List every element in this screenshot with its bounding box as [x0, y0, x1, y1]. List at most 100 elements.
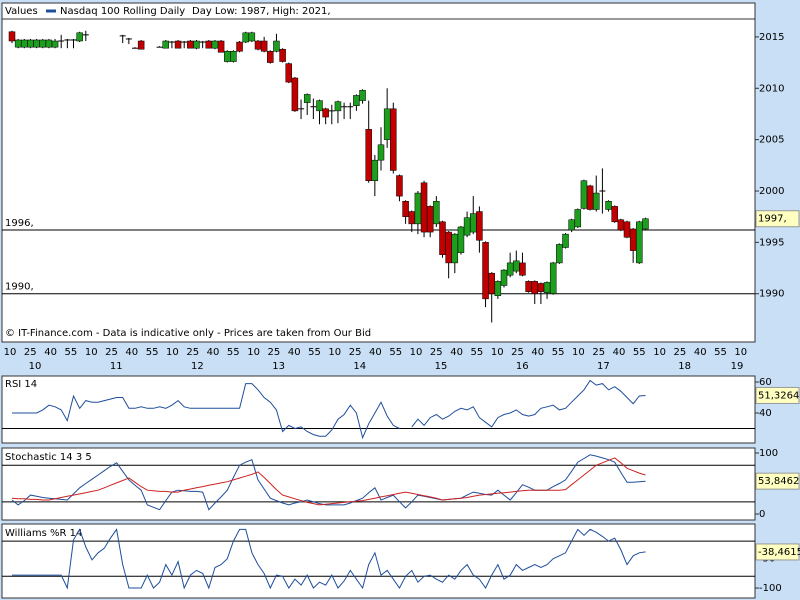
panel-title: RSI 14 — [5, 379, 37, 390]
x-tick-label: 40 — [531, 347, 544, 358]
x-tick-label: 25 — [430, 347, 443, 358]
candle-body — [623, 221, 631, 238]
indicator-line — [411, 379, 646, 428]
candle-body — [617, 219, 625, 231]
x-hour-label: 18 — [678, 361, 691, 372]
candle-body — [273, 40, 280, 52]
x-hour-label: 11 — [110, 361, 123, 372]
candle-body — [568, 219, 575, 231]
x-tick-label: 10 — [491, 347, 504, 358]
x-tick-label: 25 — [592, 347, 605, 358]
last-value-box — [755, 210, 800, 228]
candle-body — [463, 217, 471, 236]
candle-body — [242, 32, 249, 43]
x-tick-label: 25 — [105, 347, 118, 358]
x-tick-label: 55 — [714, 347, 727, 358]
x-hour-label: 10 — [29, 361, 42, 372]
candle-body — [303, 94, 311, 103]
candle-body — [377, 144, 385, 161]
candle-body — [224, 51, 231, 62]
x-tick-label: 40 — [288, 347, 301, 358]
candle-body — [556, 244, 563, 264]
candle-body — [414, 192, 422, 225]
candle-body — [396, 175, 403, 197]
candle-body — [39, 39, 46, 48]
last-value-box — [755, 543, 800, 561]
candle-body — [506, 262, 514, 276]
annotation: © IT-Finance.com - Data is indicative on… — [5, 328, 371, 339]
y-tick-label: 2015 — [759, 32, 784, 43]
candle-body — [353, 95, 360, 106]
y-tick-label: 100 — [759, 448, 778, 459]
candle-body — [285, 63, 292, 83]
y-tick-label: 1990 — [759, 289, 784, 300]
y-tick-label: 0 — [759, 509, 765, 520]
panel-title: Williams %R 14 — [5, 528, 82, 539]
indicator-line — [12, 528, 646, 590]
candle-body — [254, 40, 262, 50]
x-tick-label: 10 — [734, 347, 747, 358]
candle-body — [593, 192, 600, 210]
price-panel — [1, 2, 756, 343]
last-value-label: 1997, — [758, 214, 787, 225]
x-tick-label: 55 — [389, 347, 402, 358]
panel-title: Stochastic 14 3 5 — [5, 452, 92, 463]
candle-body — [187, 40, 194, 49]
x-hour-label: 15 — [435, 361, 448, 372]
x-tick-label: 40 — [613, 347, 626, 358]
candle-body — [45, 39, 53, 48]
candle-body — [371, 159, 379, 181]
candle-body — [390, 108, 397, 171]
last-value-label: -38,4615 — [758, 547, 800, 558]
y-tick-label: 1995 — [759, 237, 784, 248]
rsi-panel — [1, 375, 756, 444]
candle-body — [193, 40, 200, 49]
candle-body — [451, 233, 459, 264]
stochastic-panel — [1, 447, 756, 521]
x-tick-label: 40 — [450, 347, 463, 358]
candle-body — [531, 281, 538, 294]
x-tick-label: 25 — [268, 347, 281, 358]
last-value-box — [755, 472, 800, 490]
candle-body — [549, 262, 557, 294]
candle-body — [482, 242, 489, 300]
y-tick-label: 2005 — [759, 135, 784, 146]
candle-body — [433, 201, 440, 225]
x-tick-label: 10 — [572, 347, 585, 358]
y-tick-label: 2010 — [759, 83, 784, 94]
candle-body — [316, 100, 323, 112]
candle-body — [205, 40, 213, 49]
x-tick-label: 10 — [653, 347, 666, 358]
candle-body — [439, 221, 446, 255]
candle-body — [174, 40, 182, 49]
x-tick-label: 10 — [410, 347, 423, 358]
last-value-label: 51,3264 — [758, 390, 799, 401]
y-tick-label: 60 — [759, 377, 772, 388]
candle-body — [217, 40, 225, 53]
x-tick-label: 10 — [4, 347, 17, 358]
candle-body — [470, 213, 477, 233]
candle-body — [334, 101, 342, 112]
x-tick-label: 55 — [146, 347, 159, 358]
x-tick-label: 25 — [349, 347, 362, 358]
indicator-line — [12, 383, 400, 440]
candle-body — [137, 40, 145, 50]
x-tick-label: 40 — [369, 347, 382, 358]
x-tick-label: 40 — [694, 347, 707, 358]
x-tick-label: 25 — [186, 347, 199, 358]
x-tick-label: 55 — [471, 347, 484, 358]
x-hour-label: 16 — [516, 361, 529, 372]
candle-body — [27, 39, 34, 48]
candle-body — [445, 231, 452, 264]
y-tick-label: -100 — [759, 583, 782, 594]
candle-body — [426, 206, 434, 233]
candle-body — [513, 260, 520, 272]
x-tick-label: 55 — [65, 347, 78, 358]
x-tick-label: 55 — [633, 347, 646, 358]
candle-body — [636, 221, 643, 264]
legend-label: Nasdaq 100 Rolling Daily — [60, 6, 185, 17]
candle-body — [260, 40, 268, 52]
candle-body — [408, 211, 415, 225]
x-tick-label: 10 — [328, 347, 341, 358]
